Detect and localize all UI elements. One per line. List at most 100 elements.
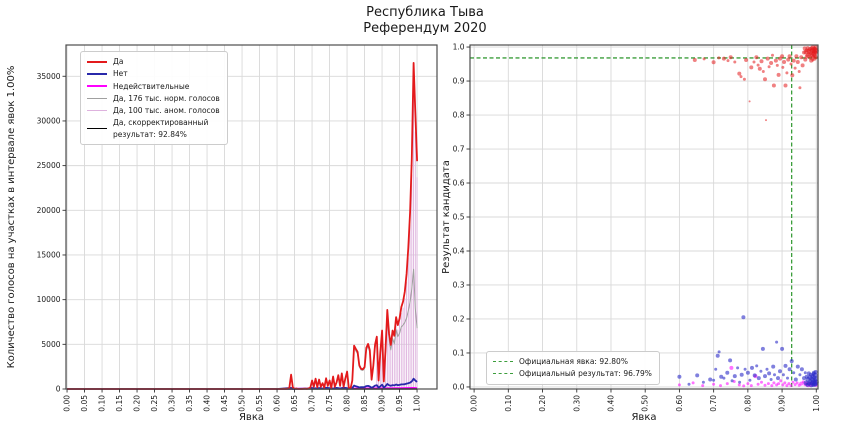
x-tick-label: 0.05 — [80, 395, 89, 412]
scatter-point — [787, 382, 791, 386]
scatter-point — [749, 65, 754, 70]
y-tick-label: 0.5 — [453, 213, 465, 222]
ticks — [466, 46, 817, 393]
legend-label: Да, 100 тыс. аном. голосов — [113, 106, 220, 115]
scatter-point — [733, 60, 737, 64]
scatter-point — [809, 58, 814, 63]
legend-item: Нет — [87, 68, 220, 79]
x-tick-label: 0.40 — [606, 395, 615, 412]
scatter-point — [783, 83, 788, 88]
scatter-point — [739, 372, 744, 377]
scatter-point — [793, 377, 798, 382]
x-tick-label: 0.15 — [115, 395, 124, 412]
y-tick-label: 30000 — [37, 117, 61, 126]
scatter-point — [781, 65, 785, 69]
scatter-point — [742, 384, 746, 388]
scatter-point — [786, 376, 789, 380]
grid — [470, 45, 818, 389]
scatter-point — [772, 381, 776, 385]
scatter-point — [773, 373, 776, 377]
y-tick-label: 0.4 — [453, 247, 465, 256]
y-tick-label: 5000 — [41, 340, 60, 349]
scatter-point — [702, 57, 706, 61]
scatter-point — [746, 382, 750, 386]
x-tick-label: 0.75 — [325, 395, 334, 412]
scatter-point — [761, 70, 765, 73]
scatter-point — [749, 384, 753, 388]
scatter-point — [756, 63, 760, 67]
scatter-point — [754, 55, 759, 60]
x-tick-label: 0.45 — [220, 395, 229, 412]
scatter-point — [725, 370, 730, 375]
x-axis-label: Явка — [631, 412, 656, 423]
scatter-point — [759, 369, 763, 373]
scatter-point — [785, 384, 789, 388]
scatter-point — [765, 367, 769, 371]
y-tick-label: 20000 — [37, 206, 61, 215]
y-axis-label: Результат кандидата — [441, 160, 452, 274]
scatter-point — [752, 60, 756, 64]
scatter-point — [795, 364, 800, 369]
axes-spines — [65, 44, 438, 390]
scatter-point — [711, 60, 716, 65]
x-tick-label: 0.60 — [675, 395, 684, 412]
legend-line-swatch — [493, 361, 513, 363]
y-tick-label: 0.1 — [453, 349, 465, 358]
legend-line-swatch — [493, 373, 513, 375]
scatter-point — [737, 71, 742, 76]
scatter-point — [771, 364, 776, 369]
x-tick-label: 0.20 — [538, 395, 547, 412]
x-tick-label: 0.50 — [641, 395, 650, 412]
y-tick-label: 0.9 — [453, 77, 465, 86]
legend-label: Да, 176 тыс. норм. голосов — [113, 93, 220, 103]
scatter-point — [783, 363, 788, 368]
scatter-point — [792, 371, 796, 375]
scatter-point — [732, 374, 737, 379]
figure-title-line1: Республика Тыва — [366, 5, 484, 20]
scatter-point — [748, 100, 751, 103]
legend-item: Официальный результат: 96.79% — [493, 368, 652, 379]
scatter-point — [773, 58, 778, 63]
x-tick-label: 0.95 — [395, 395, 404, 412]
scatter-point — [712, 378, 716, 382]
scatter-point — [782, 60, 787, 64]
scatter-point — [789, 62, 793, 66]
scatter-point — [730, 379, 734, 383]
scatter-point — [756, 382, 760, 386]
y-tick-label: 0.3 — [453, 281, 465, 290]
scatter-point — [776, 72, 781, 77]
scatter-point — [779, 379, 783, 383]
result-vs-turnout-scatter-plot: 0.00 0.10 0.20 0.30 0.40 0.50 0.60 0.70 0.80 0.90… — [441, 43, 821, 423]
scatter-point — [695, 373, 700, 378]
scatter-point — [789, 384, 793, 388]
legend-line-swatch — [87, 128, 107, 129]
scatter-point — [793, 66, 797, 70]
scatter-point — [737, 383, 741, 387]
legend-item: Да, 176 тыс. норм. голосов — [87, 93, 220, 104]
x-tick-label: 0.20 — [133, 395, 142, 412]
scatter-series-Да — [692, 45, 819, 122]
scatter-point — [780, 346, 785, 351]
scatter-point — [811, 370, 816, 375]
scatter-point — [712, 382, 716, 386]
y-tick-label: 0.8 — [453, 111, 465, 120]
scatter-point — [701, 380, 705, 384]
scatter-point — [677, 383, 681, 387]
scatter-point — [748, 378, 752, 382]
scatter-point — [765, 56, 770, 61]
scatter-point — [728, 55, 733, 60]
legend-line-swatch — [87, 72, 107, 75]
scatter-point — [785, 71, 789, 75]
scatter-point — [719, 374, 724, 379]
scatter-point — [803, 57, 808, 62]
scatter-point — [721, 56, 726, 61]
y-axis-label: Количество голосов на участках в интерва… — [6, 66, 17, 369]
scatter-point — [677, 374, 682, 379]
y-tick-label: 0.6 — [453, 179, 465, 188]
scatter-point — [708, 377, 713, 382]
x-tick-label: 0.85 — [360, 395, 369, 412]
scatter-point — [738, 380, 742, 384]
scatter-point — [794, 54, 799, 59]
x-tick-label: 0.60 — [273, 395, 282, 412]
